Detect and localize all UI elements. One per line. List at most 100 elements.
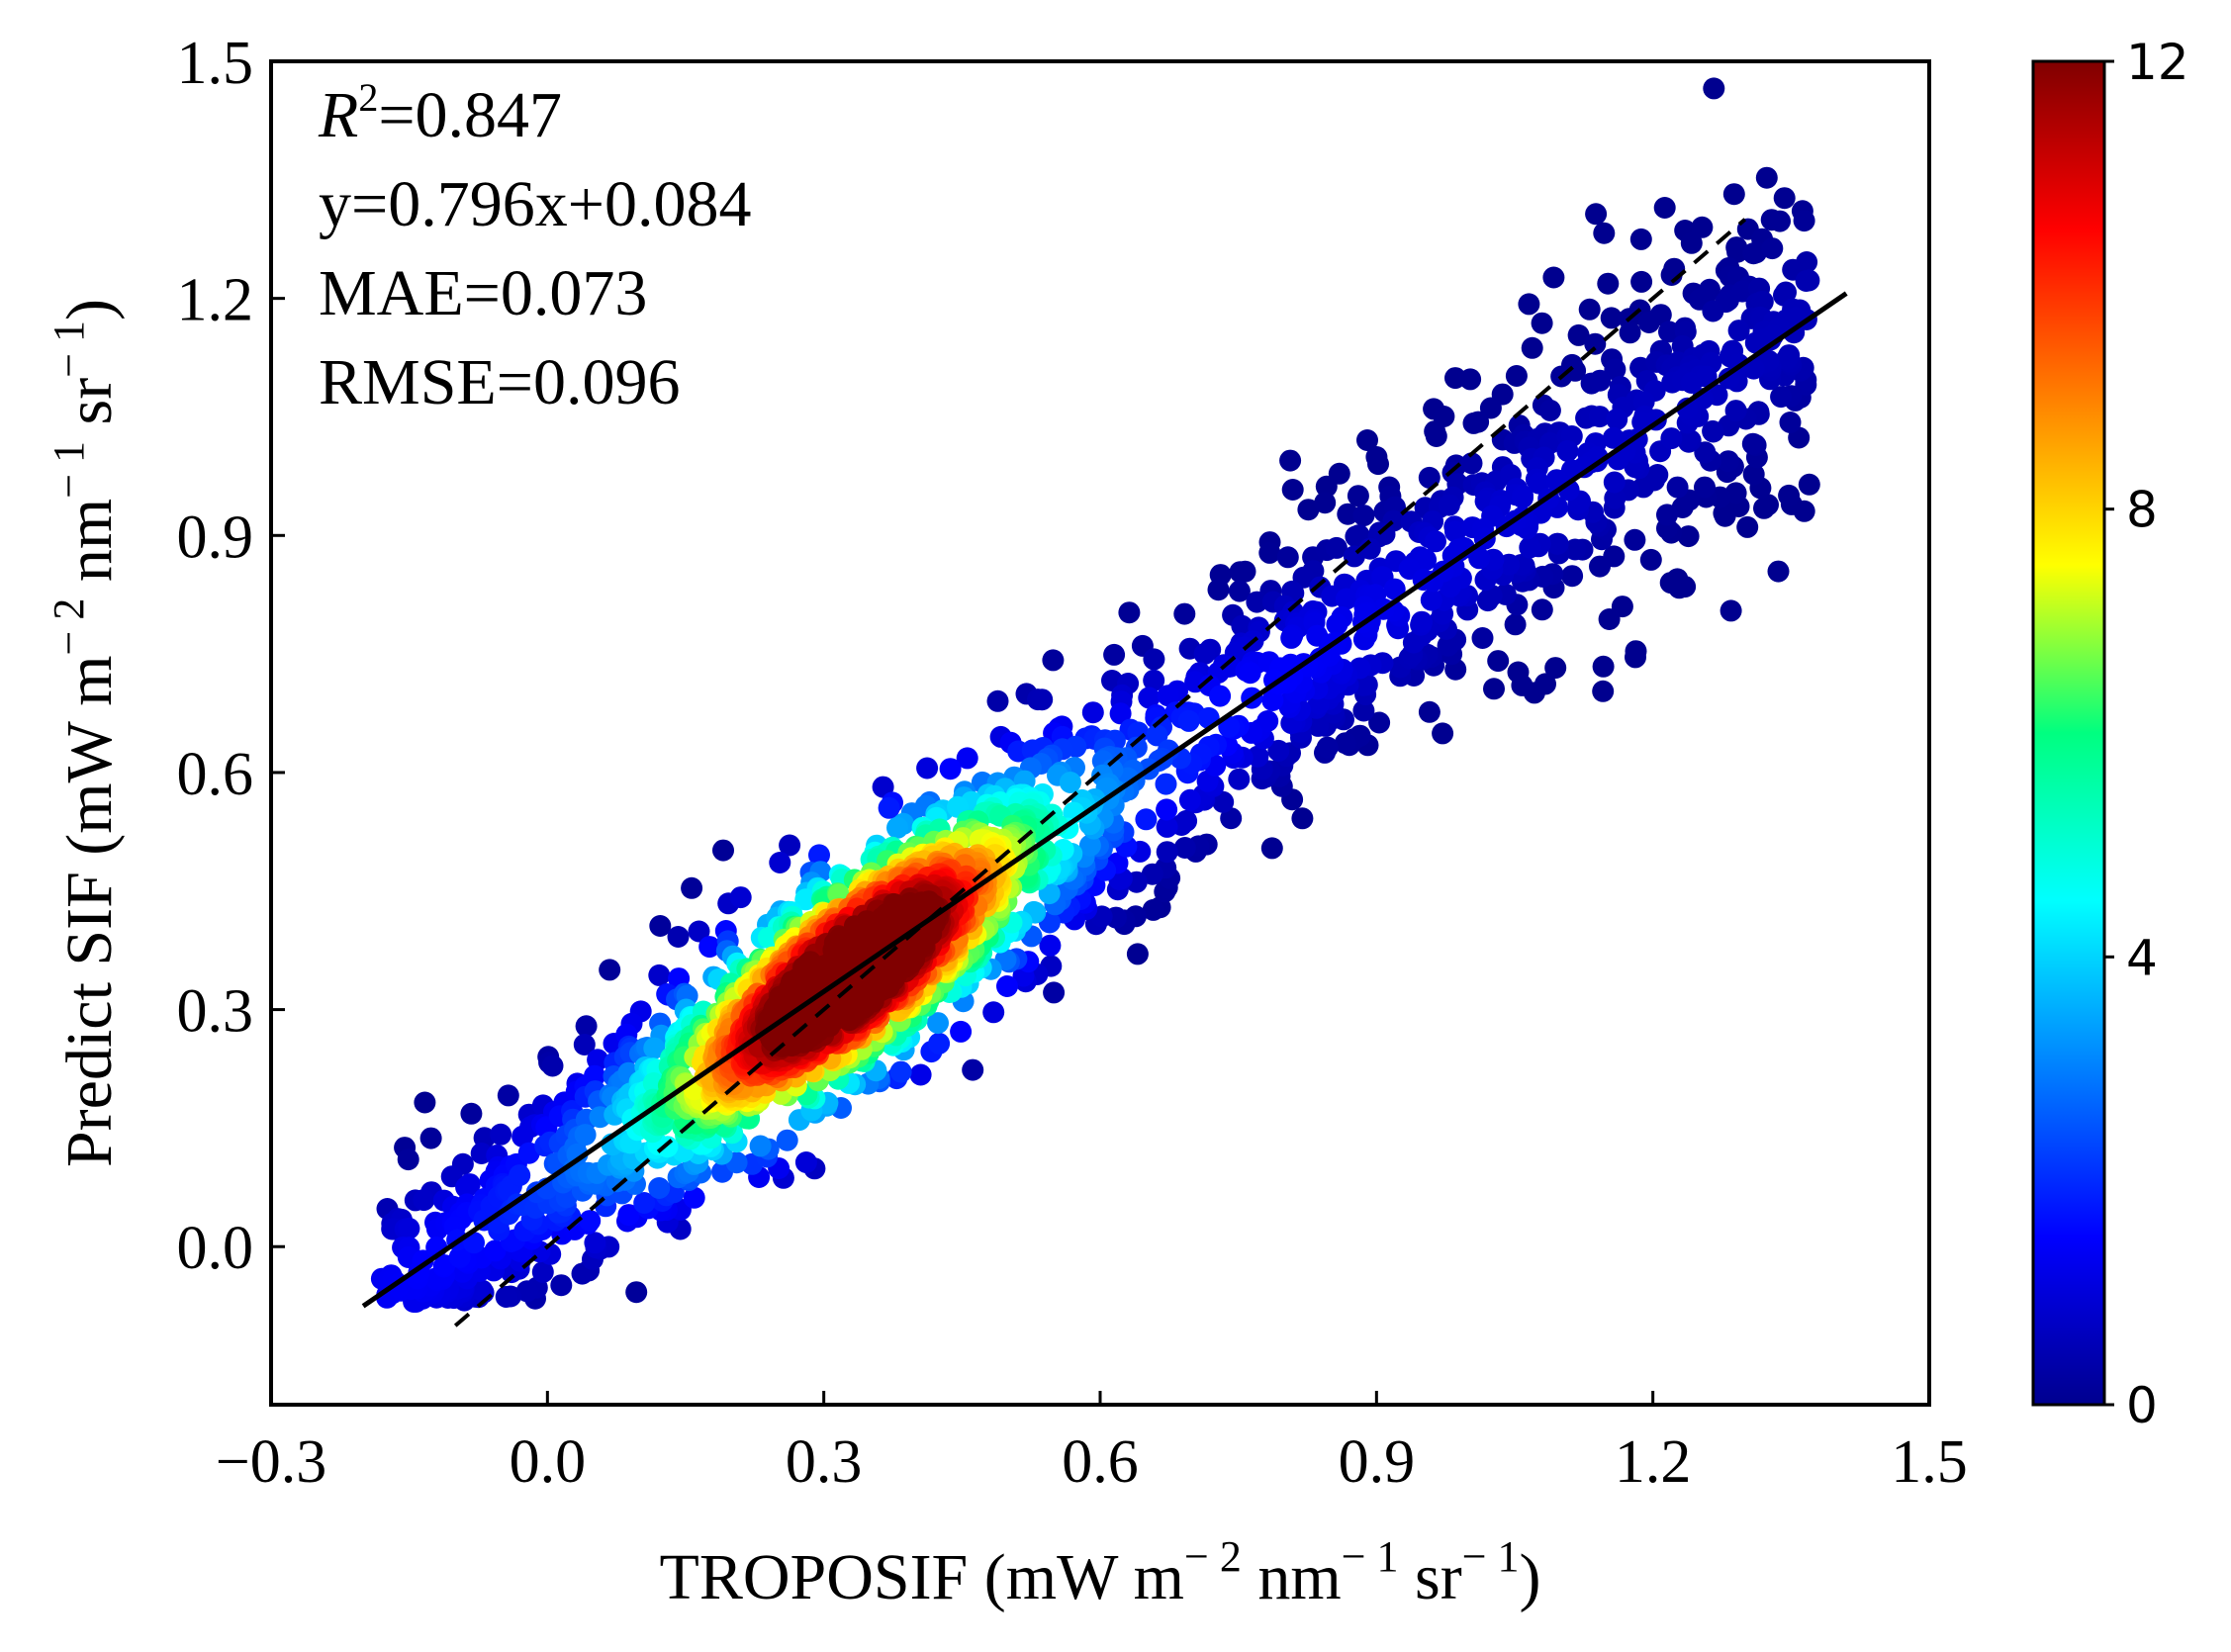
scatter-point [825, 941, 848, 964]
scatter-point [1585, 203, 1608, 226]
scatter-point [1720, 599, 1742, 622]
scatter-point [1039, 934, 1062, 957]
scatter-point [1143, 669, 1165, 691]
scatter-point [1653, 197, 1676, 219]
y-axis-title: Predict SIF (mW m− 2 nm− 1 sr− 1) [45, 299, 126, 1167]
scatter-point [786, 968, 808, 991]
scatter-point [1326, 613, 1348, 636]
scatter-point [1680, 372, 1703, 394]
scatter-point [1538, 399, 1561, 421]
scatter-point [1589, 555, 1611, 578]
scatter-point [1691, 216, 1714, 238]
scatter-point [1702, 419, 1724, 442]
scatter-point [769, 852, 791, 873]
regression-fit-line [361, 291, 1848, 1309]
scatter-point [1209, 685, 1232, 707]
scatter-point [869, 923, 891, 946]
scatter-point [1646, 464, 1669, 486]
scatter-point [1143, 648, 1165, 671]
scatter-point [1307, 714, 1330, 737]
y-tick-label: 1.5 [177, 30, 254, 97]
scatter-point [1438, 494, 1460, 516]
scatter-point [1639, 548, 1662, 571]
scatter-point [1677, 525, 1700, 548]
scatter-point [1177, 709, 1200, 732]
x-tick-label: 1.2 [1615, 1428, 1692, 1496]
scatter-point [458, 1173, 481, 1196]
equation-annotation: y=0.796x+0.084 [319, 168, 751, 240]
scatter-point [1256, 710, 1279, 732]
scatter-point [515, 1280, 538, 1303]
scatter-point [779, 834, 801, 857]
scatter-point [1578, 298, 1601, 321]
scatter-point [625, 1281, 648, 1304]
scatter-point [808, 844, 830, 867]
colorbar-tick-label: 0 [2126, 1377, 2158, 1434]
scatter-point [448, 1245, 471, 1268]
scatter-point [1228, 580, 1251, 602]
scatter-point [1519, 536, 1541, 559]
scatter-point [916, 757, 939, 780]
scatter-point [1178, 788, 1201, 811]
scatter-point [1212, 790, 1235, 813]
scatter-point [1432, 722, 1454, 745]
scatter-point [1589, 369, 1612, 392]
scatter-point [398, 1217, 420, 1239]
scatter-point [1544, 657, 1567, 680]
scatter-point [1736, 515, 1759, 538]
scatter-point [1280, 626, 1303, 649]
scatter-point [617, 1204, 640, 1227]
scatter-point [1258, 541, 1281, 564]
scatter-point [1660, 427, 1683, 450]
one-to-one-line [453, 218, 1747, 1328]
scatter-point [1741, 432, 1764, 455]
scatter-point [1603, 471, 1626, 494]
scatter-point [1592, 680, 1615, 702]
scatter-point [1059, 772, 1081, 793]
scatter-point [794, 888, 817, 911]
scatter-point [1142, 898, 1164, 921]
scatter-point [681, 876, 703, 899]
scatter-point [1694, 441, 1717, 464]
scatter-point [1157, 685, 1179, 707]
scatter-point [1726, 240, 1749, 263]
scatter-point [541, 1055, 564, 1077]
scatter-point [1659, 572, 1682, 595]
scatter-point [1352, 699, 1375, 722]
scatter-point [1798, 269, 1820, 292]
scatter-point [1796, 251, 1818, 273]
scatter-point [1629, 228, 1652, 250]
scatter-point [1276, 546, 1299, 569]
scatter-point [1247, 745, 1269, 768]
scatter-point [1314, 492, 1337, 514]
scatter-point [587, 1049, 609, 1071]
scatter-point [1564, 359, 1587, 382]
x-tick-label: 0.3 [786, 1428, 863, 1496]
x-tick-label: 0.0 [510, 1428, 587, 1496]
scatter-point [643, 1037, 666, 1059]
scatter-point [1604, 358, 1627, 381]
scatter-point [1593, 222, 1616, 244]
scatter-point [776, 1129, 798, 1151]
scatter-point [1146, 724, 1168, 747]
scatter-point [939, 758, 962, 780]
scatter-point [1335, 588, 1357, 610]
scatter-point [419, 1127, 442, 1149]
scatter-point [1505, 365, 1528, 387]
scatter-point [1367, 453, 1389, 476]
scatter-point [1383, 578, 1406, 600]
scatter-point [1347, 485, 1369, 507]
scatter-point [463, 1232, 485, 1254]
scatter-point [1103, 643, 1126, 666]
scatter-point [1778, 344, 1801, 367]
scatter-point [573, 1034, 596, 1055]
scatter-point [1352, 674, 1375, 696]
scatter-point [1281, 479, 1304, 501]
scatter-point [712, 839, 734, 862]
scatter-point [1260, 837, 1283, 860]
scatter-point [531, 1260, 554, 1283]
scatter-point [1606, 408, 1628, 430]
scatter-point [1727, 320, 1750, 342]
scatter-points [370, 77, 1820, 1313]
scatter-point [1156, 841, 1178, 864]
